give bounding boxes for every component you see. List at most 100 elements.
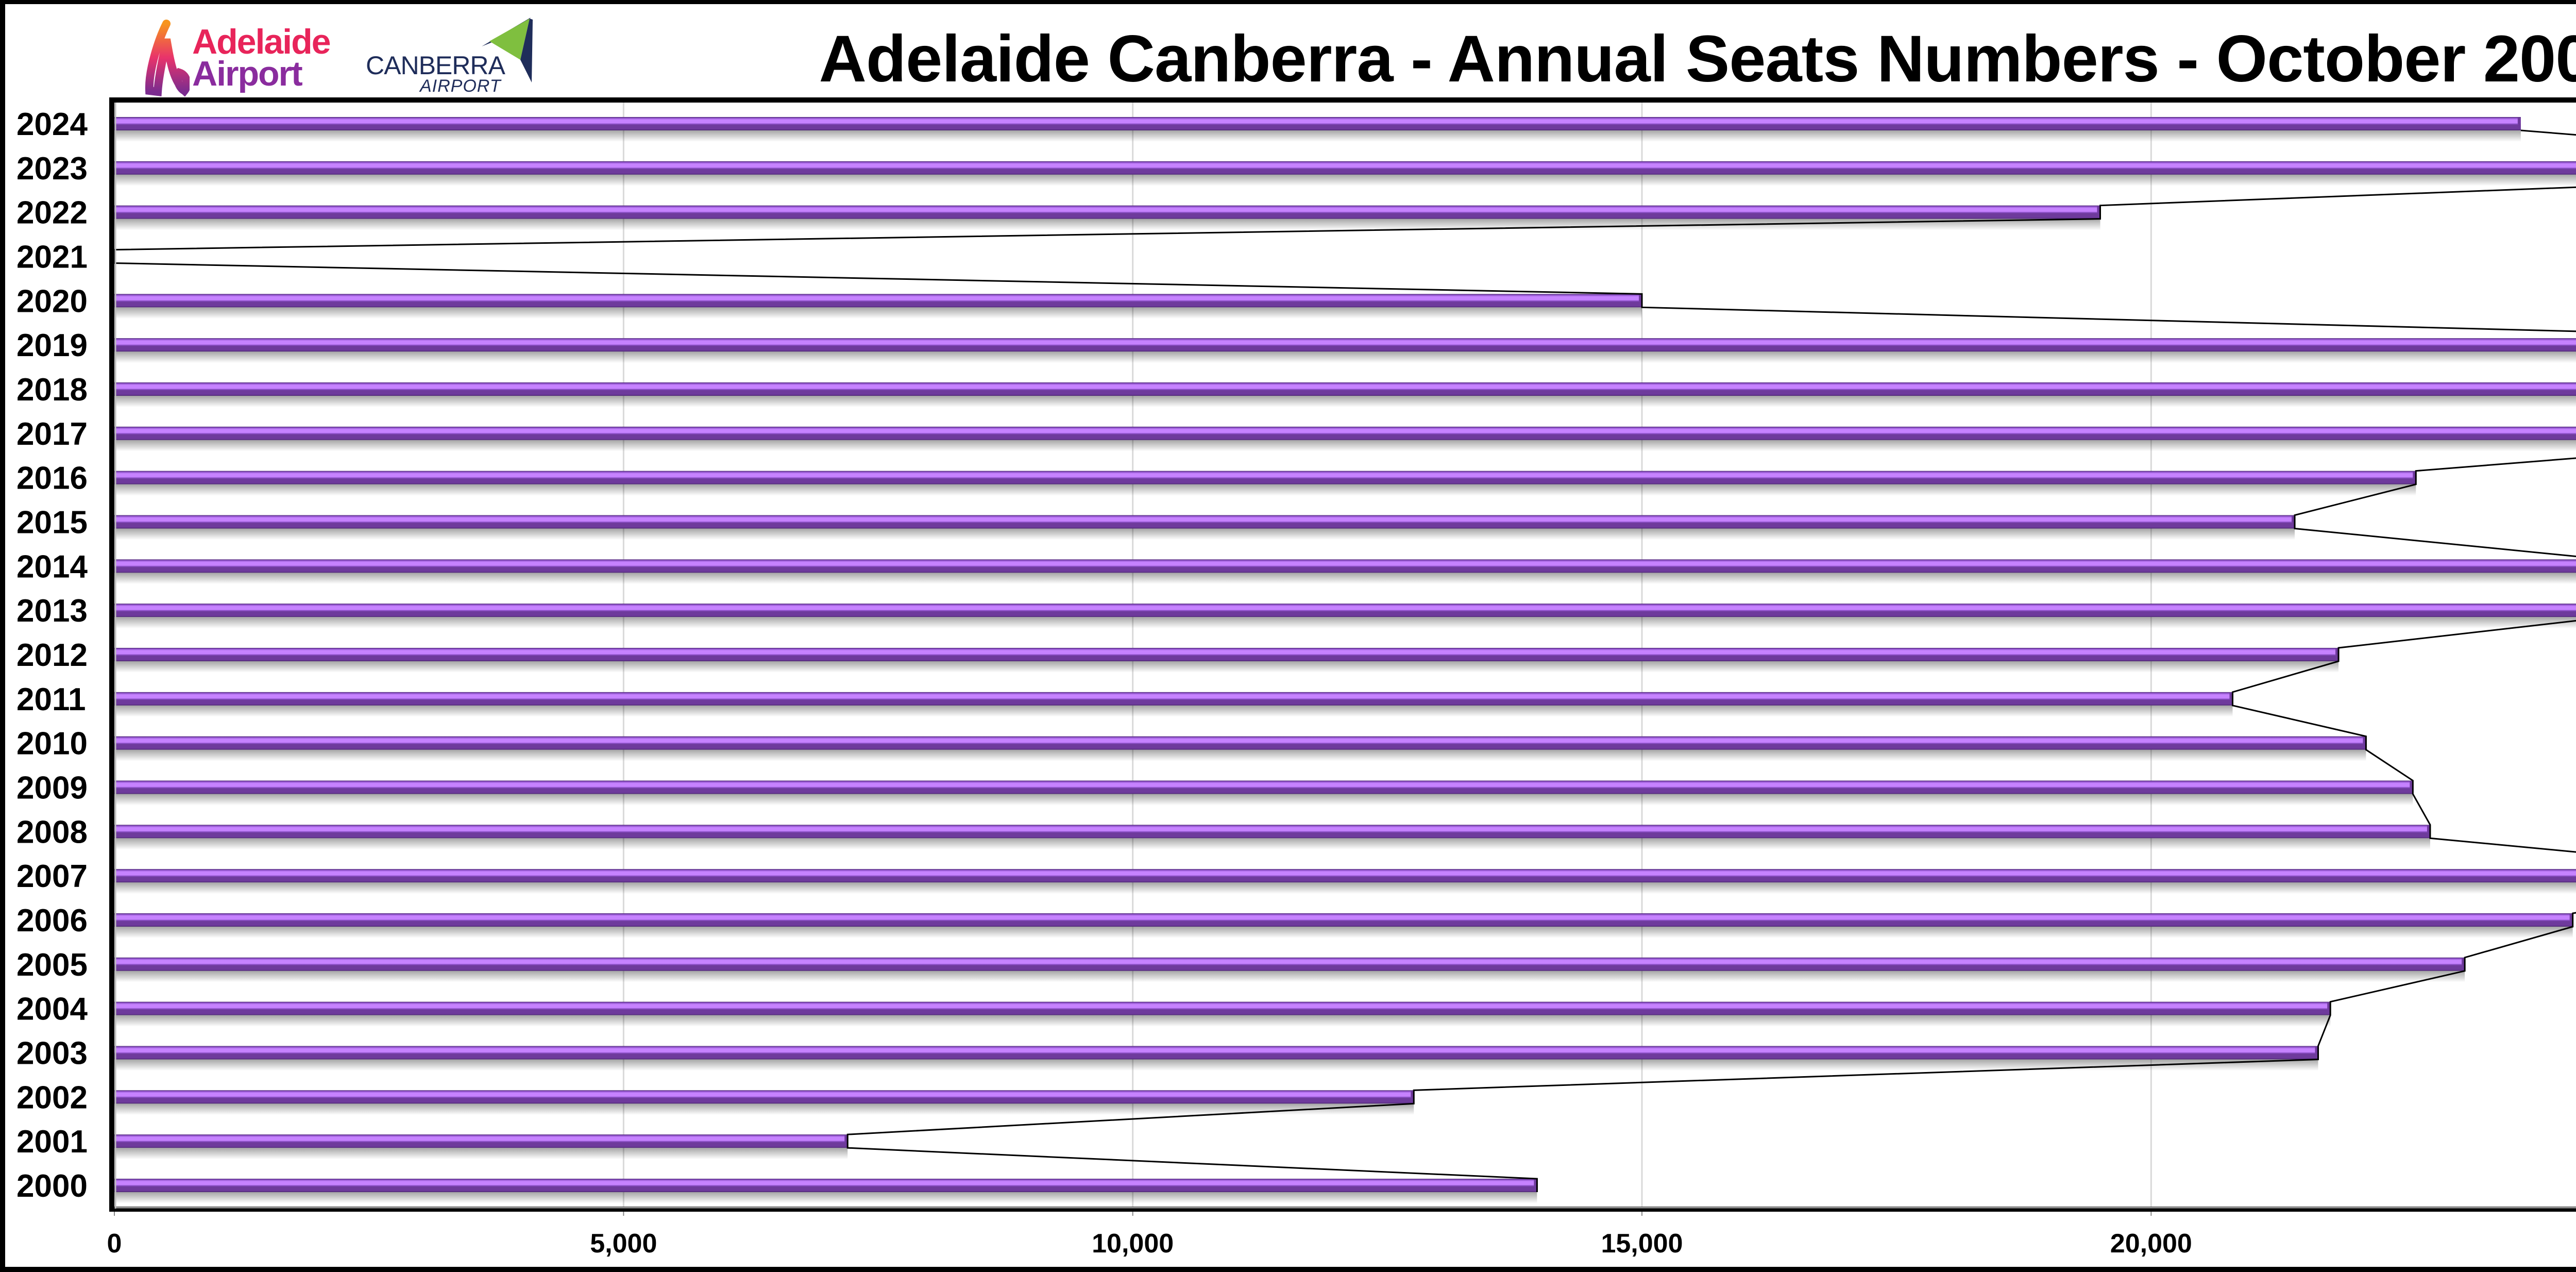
bar-shadow <box>114 484 2416 496</box>
bar-shadow <box>114 352 2576 363</box>
adelaide-logo-line1: Adelaide <box>192 22 331 61</box>
bar-2008[interactable] <box>114 825 2430 850</box>
bar-2000[interactable] <box>114 1179 1537 1203</box>
bar-2019[interactable] <box>114 338 2576 363</box>
bar-shadow <box>114 1148 848 1160</box>
bar-2010[interactable] <box>114 736 2366 761</box>
bar-2022[interactable] <box>114 205 2100 230</box>
bar-rect[interactable] <box>114 117 2521 130</box>
bar-2007[interactable] <box>114 869 2576 894</box>
bar-2020[interactable] <box>114 294 1642 319</box>
canberra-logo-line1: CANBERRA <box>366 51 505 80</box>
bar-rect[interactable] <box>114 780 2413 794</box>
bar-rect[interactable] <box>114 1046 2318 1060</box>
bar-2001[interactable] <box>114 1134 848 1160</box>
x-tick-label: 15,000 <box>1601 1229 1683 1259</box>
y-category-label: 2018 <box>16 372 88 408</box>
bar-2023[interactable] <box>114 161 2576 186</box>
y-category-label: 2012 <box>16 638 88 673</box>
bar-rect[interactable] <box>114 648 2339 661</box>
bar-rect[interactable] <box>114 426 2576 440</box>
bar-shadow <box>114 927 2573 938</box>
bar-shadow <box>114 307 1642 319</box>
bar-rect[interactable] <box>114 913 2573 927</box>
bar-rect[interactable] <box>114 957 2465 971</box>
bar-2006[interactable] <box>114 913 2573 938</box>
bar-shadow <box>114 794 2413 806</box>
bar-2015[interactable] <box>114 515 2295 540</box>
bar-shadow <box>114 573 2576 584</box>
bar-2011[interactable] <box>114 692 2233 717</box>
bar-2024[interactable] <box>114 117 2521 142</box>
bar-rect[interactable] <box>114 471 2416 484</box>
bar-shadow <box>114 396 2576 407</box>
bar-rect[interactable] <box>114 1001 2331 1015</box>
bar-rect[interactable] <box>114 559 2576 573</box>
y-category-label: 2003 <box>16 1036 88 1072</box>
y-category-label: 2010 <box>16 726 88 762</box>
bar-shadow <box>114 970 2465 982</box>
bar-2009[interactable] <box>114 780 2413 806</box>
bar-rect[interactable] <box>114 1179 1537 1192</box>
bar-rect[interactable] <box>114 825 2430 839</box>
bar-rect[interactable] <box>114 692 2233 706</box>
bar-2002[interactable] <box>114 1090 1414 1115</box>
bar-rect[interactable] <box>114 869 2576 883</box>
bar-2016[interactable] <box>114 471 2416 496</box>
y-category-label: 2021 <box>16 240 88 275</box>
y-category-label: 2011 <box>16 682 86 717</box>
bar-2017[interactable] <box>114 426 2576 451</box>
bar-shadow <box>114 130 2521 142</box>
bar-2012[interactable] <box>114 648 2339 673</box>
canberra-arrow-icon <box>482 18 533 82</box>
y-category-label: 2014 <box>16 549 88 584</box>
adelaide-loop-icon <box>145 20 190 97</box>
bar-rect[interactable] <box>114 161 2576 175</box>
bar-rect[interactable] <box>114 736 2366 750</box>
bar-rect[interactable] <box>114 338 2576 352</box>
x-tick-label: 10,000 <box>1092 1229 1174 1259</box>
y-category-label: 2016 <box>16 461 88 496</box>
bar-2018[interactable] <box>114 382 2576 407</box>
bar-rect[interactable] <box>114 515 2295 529</box>
bar-rect[interactable] <box>114 294 1642 308</box>
y-category-label: 2017 <box>16 416 88 452</box>
bar-2003[interactable] <box>114 1046 2318 1071</box>
x-tick-label: 0 <box>107 1229 122 1259</box>
y-category-label: 2005 <box>16 947 88 983</box>
bar-shadow <box>114 440 2576 451</box>
bar-shadow <box>114 1192 1537 1203</box>
bar-rect[interactable] <box>114 1134 848 1148</box>
canberra-logo-line2: AIRPORT <box>420 76 501 96</box>
series-connector-line <box>113 129 2576 1192</box>
bar-rect[interactable] <box>114 205 2100 219</box>
bar-shadow <box>114 1015 2331 1027</box>
y-category-label: 2001 <box>16 1124 88 1160</box>
adelaide-airport-logo: Adelaide Airport <box>143 19 344 98</box>
y-category-label: 2023 <box>16 151 88 187</box>
y-category-label: 2015 <box>16 505 88 541</box>
bar-2013[interactable] <box>114 604 2576 629</box>
y-category-label: 2004 <box>16 992 88 1027</box>
adelaide-logo-line2: Airport <box>192 54 303 93</box>
bar-chart: 05,00010,00015,00020,00025,00030,0002024… <box>16 97 2576 1259</box>
y-category-label: 2000 <box>16 1168 88 1204</box>
bar-rect[interactable] <box>114 604 2576 617</box>
bar-shadow <box>114 882 2576 894</box>
bar-2004[interactable] <box>114 1001 2331 1027</box>
bar-2014[interactable] <box>114 559 2576 584</box>
bar-rect[interactable] <box>114 382 2576 396</box>
y-category-label: 2002 <box>16 1080 88 1115</box>
y-category-label: 2008 <box>16 814 88 850</box>
bar-shadow <box>114 838 2430 850</box>
bar-shadow <box>114 617 2576 629</box>
bar-shadow <box>114 1103 1414 1115</box>
bar-2005[interactable] <box>114 957 2465 982</box>
y-category-label: 2024 <box>16 107 88 142</box>
y-category-label: 2013 <box>16 593 88 629</box>
bar-rect[interactable] <box>114 1090 1414 1104</box>
bar-shadow <box>114 219 2100 230</box>
plot-frame <box>109 97 2576 1212</box>
bar-shadow <box>114 661 2339 673</box>
